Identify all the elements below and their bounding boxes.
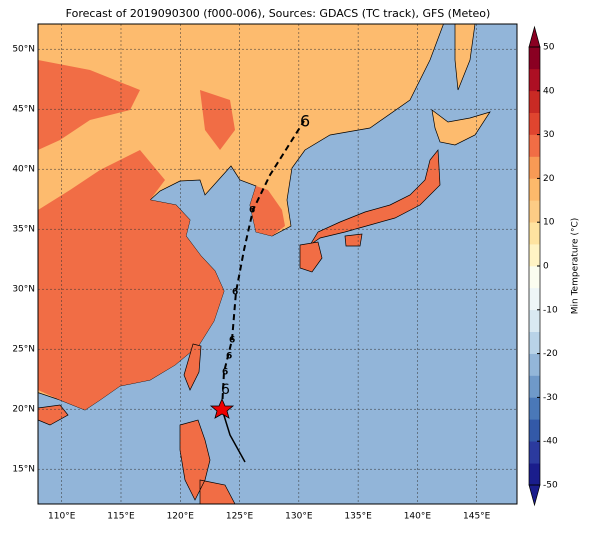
colorbar-band <box>529 397 540 420</box>
svg-text:6: 6 <box>222 368 228 378</box>
colorbar-extend-max <box>528 25 541 48</box>
y-tick-label: 20°N <box>12 405 35 415</box>
colorbar-extend-min <box>528 484 541 507</box>
storm-symbol: 6 <box>221 382 230 398</box>
x-tick-label: 115°E <box>107 512 135 522</box>
land <box>38 24 491 504</box>
colorbar-tick-label: 10 <box>543 218 555 228</box>
colorbar-band <box>529 156 540 179</box>
map-frame <box>37 23 518 505</box>
x-tick-label: 145°E <box>463 512 491 522</box>
colorbar-tick-label: -40 <box>543 437 558 447</box>
x-tick-label: 125°E <box>226 512 254 522</box>
y-tick-label: 25°N <box>12 345 35 355</box>
chart-title: Forecast of 2019090300 (f000-006), Sourc… <box>66 7 491 20</box>
x-tick-label: 130°E <box>285 512 313 522</box>
svg-text:6: 6 <box>249 206 255 216</box>
x-tick-label: 110°E <box>48 512 76 522</box>
colorbar-band <box>529 375 540 398</box>
x-tick-label: 140°E <box>404 512 432 522</box>
y-tick-label: 15°N <box>12 465 35 475</box>
colorbar-band <box>529 134 540 157</box>
colorbar-tick-label: -20 <box>543 349 558 359</box>
colorbar-band <box>529 112 540 135</box>
colorbar-band <box>529 331 540 354</box>
colorbar-band <box>529 353 540 376</box>
x-tick-label: 135°E <box>344 512 372 522</box>
y-tick-label: 35°N <box>12 225 35 235</box>
colorbar-band <box>529 287 540 311</box>
colorbar-tick-label: -50 <box>543 481 558 491</box>
svg-text:6: 6 <box>226 352 232 362</box>
storm-track: 6 6 6 6 6 6 6 <box>209 112 310 463</box>
colorbar-band <box>529 222 540 245</box>
colorbar-band <box>529 419 540 442</box>
colorbar-tick-label: 30 <box>543 130 555 140</box>
colorbar-band <box>529 244 540 267</box>
colorbar-tick-label: 20 <box>543 174 555 184</box>
colorbar-band <box>529 90 540 113</box>
storm-symbol: 6 <box>300 112 310 131</box>
colorbar-tick-label: -30 <box>543 393 558 403</box>
colorbar-tick-label: -10 <box>543 305 558 315</box>
colorbar-label: Min Temperature (°C) <box>571 218 581 315</box>
colorbar-band <box>529 441 540 464</box>
y-tick-label: 30°N <box>12 285 35 295</box>
colorbar-band <box>529 200 540 223</box>
svg-text:6: 6 <box>229 336 235 346</box>
y-tick-label: 40°N <box>12 165 35 175</box>
colorbar-band <box>529 266 540 289</box>
colorbar-tick-label: 40 <box>543 86 555 96</box>
y-tick-label: 45°N <box>12 105 35 115</box>
colorbar-band <box>529 178 540 201</box>
svg-text:6: 6 <box>232 288 238 298</box>
colorbar-tick-label: 0 <box>543 262 549 272</box>
colorbar-band <box>529 463 540 486</box>
colorbar-band <box>529 47 540 70</box>
colorbar-band <box>529 309 540 332</box>
x-tick-label: 120°E <box>167 512 195 522</box>
colorbar-band <box>529 68 540 92</box>
colorbar-tick-label: 50 <box>543 43 555 53</box>
y-tick-label: 50°N <box>12 45 35 55</box>
